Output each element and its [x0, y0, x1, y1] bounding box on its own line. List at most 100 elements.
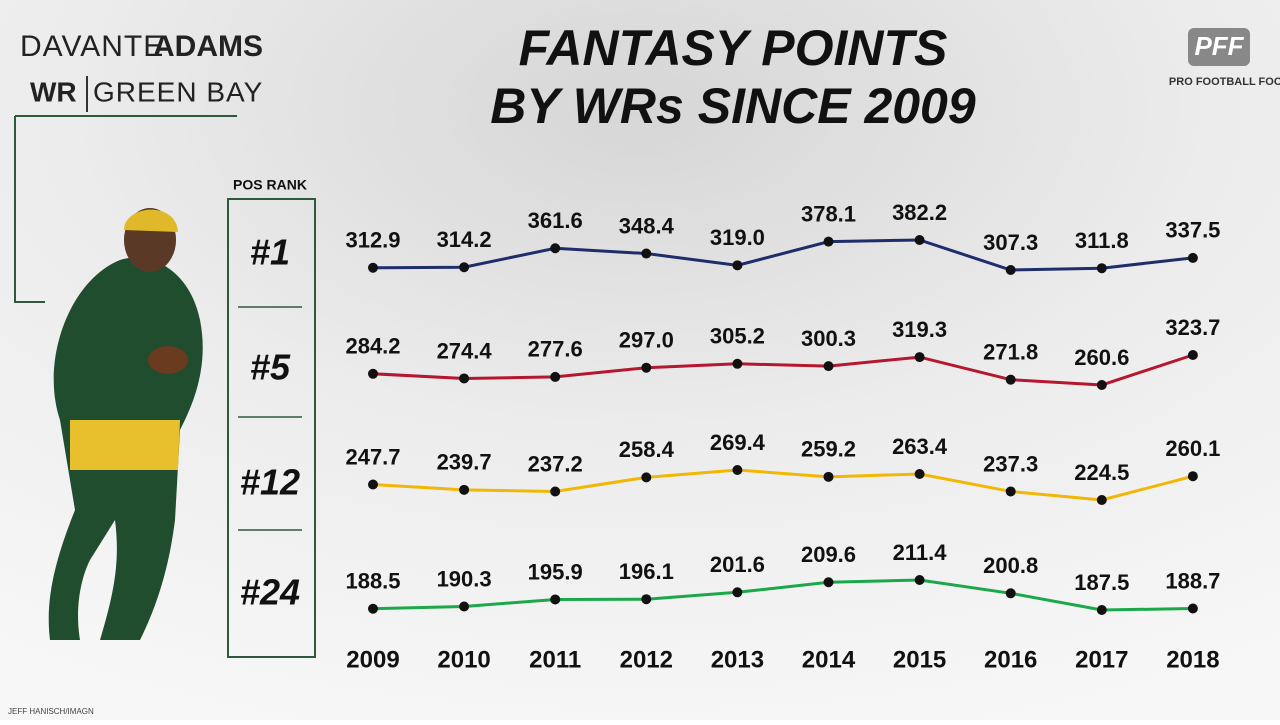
value-label: 361.6 [528, 208, 583, 233]
point [641, 362, 652, 373]
value-label: 323.7 [1165, 315, 1220, 340]
x-tick-label: 2015 [893, 646, 946, 673]
title-line: BY WRs SINCE 2009 [490, 78, 976, 134]
point [732, 358, 743, 369]
value-label: 337.5 [1165, 218, 1220, 243]
series-line [372, 468, 1194, 502]
x-tick-label: 2013 [711, 646, 764, 673]
point [823, 361, 834, 372]
logo: PFF [1194, 31, 1244, 61]
value-label: 378.1 [801, 201, 856, 226]
value-label: 187.5 [1074, 570, 1129, 595]
point [368, 368, 378, 379]
value-label: 274.4 [437, 338, 493, 363]
value-label: 201.6 [710, 552, 765, 577]
point [550, 486, 561, 497]
point [459, 484, 470, 495]
point [641, 594, 652, 605]
value-label: 312.9 [345, 228, 400, 253]
x-tick-label: 2012 [620, 646, 673, 673]
legend-rank: #5 [250, 347, 291, 388]
x-tick-label: 2011 [529, 646, 581, 673]
point [1096, 380, 1107, 390]
point [1096, 605, 1107, 615]
brand: PRO FOOTBALL FOCUS [1169, 76, 1280, 88]
point [1005, 265, 1016, 275]
value-label: 188.7 [1165, 568, 1220, 593]
value-label: 263.4 [892, 434, 948, 459]
point [368, 262, 378, 273]
value-label: 259.2 [801, 437, 856, 462]
value-label: 319.0 [710, 225, 765, 250]
point [1187, 471, 1198, 482]
point [1005, 374, 1016, 385]
point [914, 235, 925, 245]
rank-header: POS RANK [233, 177, 307, 193]
value-label: 382.2 [892, 200, 947, 225]
point [459, 262, 470, 273]
x-tick-label: 2014 [802, 646, 856, 673]
player-position: WR [30, 76, 77, 107]
value-label: 277.6 [528, 337, 583, 362]
point [1096, 263, 1107, 274]
point [641, 248, 652, 259]
point [732, 587, 743, 598]
value-label: 269.4 [710, 430, 766, 455]
value-label: 190.3 [437, 566, 492, 591]
value-label: 260.6 [1074, 345, 1129, 370]
logo-badge [1188, 28, 1250, 66]
point [1005, 588, 1016, 599]
point [459, 373, 470, 384]
point [823, 236, 834, 247]
player-image [48, 208, 203, 640]
point [732, 465, 743, 475]
value-label: 239.7 [437, 450, 492, 475]
point [368, 479, 378, 490]
series-line [372, 353, 1194, 387]
point [1096, 495, 1107, 505]
series-line [372, 578, 1193, 612]
value-label: 237.3 [983, 451, 1038, 476]
point [550, 243, 561, 254]
point [459, 601, 470, 612]
point [550, 371, 561, 382]
value-label: 195.9 [528, 559, 583, 584]
legend-rank: #12 [240, 462, 300, 503]
value-label: 319.3 [892, 317, 947, 342]
value-label: 307.3 [983, 230, 1038, 255]
value-label: 224.5 [1074, 460, 1129, 485]
value-label: 211.4 [893, 540, 948, 565]
legend-rank: #24 [240, 572, 300, 613]
series-line [372, 238, 1194, 272]
value-label: 196.1 [619, 559, 674, 584]
value-label: 297.0 [619, 328, 674, 353]
x-tick-label: 2010 [437, 646, 490, 673]
value-label: 200.8 [983, 553, 1038, 578]
frame [14, 115, 237, 303]
x-tick-label: 2018 [1166, 646, 1219, 673]
value-label: 284.2 [345, 334, 400, 359]
value-label: 258.4 [619, 437, 675, 462]
x-tick-label: 2017 [1075, 646, 1128, 673]
player-team: GREEN BAY [93, 76, 263, 107]
value-label: 311.8 [1075, 228, 1129, 253]
value-label: 300.3 [801, 326, 856, 351]
point [914, 575, 925, 585]
value-label: 348.4 [619, 213, 675, 238]
value-label: 247.7 [345, 444, 400, 469]
value-label: 305.2 [710, 324, 765, 349]
credit: JEFF HANISCH/IMAGN [8, 707, 94, 716]
point [914, 352, 925, 363]
point [641, 472, 652, 483]
player-first: DAVANTE [20, 30, 164, 63]
point [732, 260, 743, 271]
value-label: 314.2 [437, 227, 492, 252]
value-label: 209.6 [801, 542, 856, 567]
point [368, 603, 378, 614]
point [550, 594, 561, 605]
point [823, 471, 834, 482]
point [1187, 603, 1198, 614]
value-label: 188.5 [345, 569, 400, 594]
point [914, 469, 925, 480]
